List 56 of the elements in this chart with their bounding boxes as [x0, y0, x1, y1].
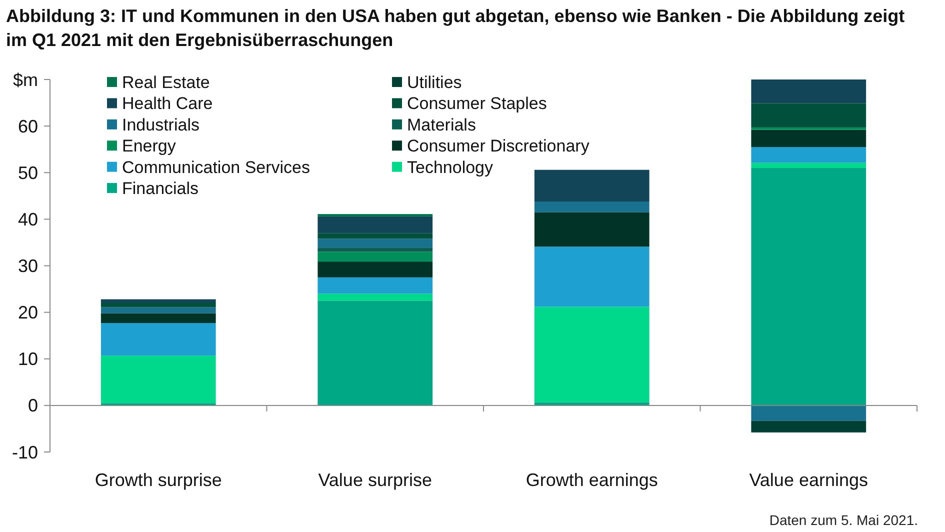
bar [318, 248, 433, 252]
bar [534, 201, 650, 212]
bar [751, 168, 866, 406]
bar [534, 402, 650, 406]
bar [318, 252, 433, 262]
bar [318, 300, 433, 406]
bar [534, 212, 650, 247]
bar [534, 246, 650, 307]
legend-label: Technology [407, 158, 494, 177]
bar [100, 299, 216, 303]
bar [751, 162, 866, 168]
legend-label: Utilities [407, 72, 462, 92]
y-tick-label: 50 [18, 162, 38, 183]
bar [534, 170, 650, 202]
text: Daten zum 5. Mai 2021. [769, 512, 918, 528]
bar [751, 130, 866, 148]
bar [100, 356, 216, 404]
bar [318, 262, 433, 278]
y-tick-label: 40 [18, 209, 38, 230]
legend-label: Energy [122, 136, 176, 156]
legend-label: Real Estate [122, 72, 210, 92]
x-tick-label: Growth earnings [526, 470, 658, 490]
legend-label: Industrials [122, 115, 200, 134]
bar [318, 277, 433, 294]
y-tick-label: 60 [18, 116, 38, 136]
legend-label: Consumer Staples [407, 94, 547, 114]
bar [318, 216, 433, 234]
bar [751, 405, 866, 421]
bar [100, 303, 216, 308]
bar [751, 80, 866, 104]
legend-label: Consumer Discretionary [407, 136, 590, 156]
x-tick-label: Value surprise [318, 470, 432, 490]
bar [100, 313, 216, 324]
bar [751, 103, 866, 128]
bar [751, 147, 866, 163]
bar [318, 294, 433, 301]
legend-label: Materials [407, 115, 476, 134]
y-tick-label: 20 [18, 302, 38, 323]
x-tick-label: Value earnings [749, 470, 868, 490]
x-tick-label: Growth surprise [94, 470, 222, 490]
y-tick-label: $m [12, 70, 38, 90]
bar [100, 323, 216, 356]
legend-label: Financials [122, 178, 199, 198]
chart-title: Abbildung 3: IT und Kommunen in den USA haben gut abgetan, ebenso wie Banken - Die Abbildung zeigt im Q1 2021 mit den Ergebnisüberraschungen [6, 6, 905, 50]
y-tick-label: -10 [12, 442, 38, 462]
y-tick-label: 30 [18, 256, 38, 276]
bar [534, 306, 650, 402]
legend-label: Communication Services [122, 158, 310, 177]
bar [100, 307, 216, 314]
bar [751, 420, 866, 432]
bar [318, 233, 433, 239]
bar [751, 127, 866, 130]
y-tick-label: 0 [28, 396, 38, 416]
bar [318, 238, 433, 248]
legend-label: Health Care [122, 94, 213, 114]
y-tick-label: 10 [18, 349, 38, 370]
